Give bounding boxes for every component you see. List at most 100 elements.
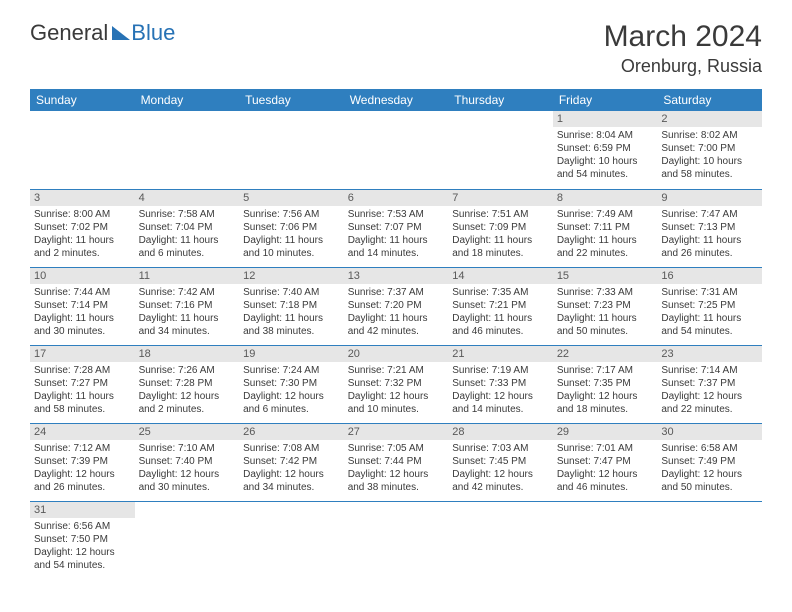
day-number: 22 xyxy=(553,346,658,362)
sunset-text: Sunset: 7:30 PM xyxy=(243,377,340,390)
sunset-text: Sunset: 7:04 PM xyxy=(139,221,236,234)
sunset-text: Sunset: 7:37 PM xyxy=(661,377,758,390)
sunset-text: Sunset: 7:09 PM xyxy=(452,221,549,234)
day-cell xyxy=(135,501,240,579)
sunset-text: Sunset: 7:18 PM xyxy=(243,299,340,312)
daylight-text: Daylight: 12 hours and 46 minutes. xyxy=(557,468,654,494)
day-cell: 9Sunrise: 7:47 AMSunset: 7:13 PMDaylight… xyxy=(657,189,762,267)
daylight-text: Daylight: 11 hours and 46 minutes. xyxy=(452,312,549,338)
col-wednesday: Wednesday xyxy=(344,89,449,111)
daylight-text: Daylight: 12 hours and 34 minutes. xyxy=(243,468,340,494)
day-body: Sunrise: 7:17 AMSunset: 7:35 PMDaylight:… xyxy=(553,362,658,420)
day-cell xyxy=(30,111,135,189)
day-number: 7 xyxy=(448,190,553,206)
sunrise-text: Sunrise: 7:51 AM xyxy=(452,208,549,221)
sunrise-text: Sunrise: 7:53 AM xyxy=(348,208,445,221)
daylight-text: Daylight: 11 hours and 22 minutes. xyxy=(557,234,654,260)
sunset-text: Sunset: 7:14 PM xyxy=(34,299,131,312)
sunrise-text: Sunrise: 6:58 AM xyxy=(661,442,758,455)
day-number xyxy=(239,111,344,115)
day-cell xyxy=(657,501,762,579)
day-body: Sunrise: 6:58 AMSunset: 7:49 PMDaylight:… xyxy=(657,440,762,498)
day-body: Sunrise: 7:47 AMSunset: 7:13 PMDaylight:… xyxy=(657,206,762,264)
day-body: Sunrise: 7:24 AMSunset: 7:30 PMDaylight:… xyxy=(239,362,344,420)
day-cell xyxy=(448,501,553,579)
sunset-text: Sunset: 7:49 PM xyxy=(661,455,758,468)
day-number: 11 xyxy=(135,268,240,284)
day-cell: 4Sunrise: 7:58 AMSunset: 7:04 PMDaylight… xyxy=(135,189,240,267)
day-body: Sunrise: 7:44 AMSunset: 7:14 PMDaylight:… xyxy=(30,284,135,342)
day-cell: 3Sunrise: 8:00 AMSunset: 7:02 PMDaylight… xyxy=(30,189,135,267)
day-body: Sunrise: 7:01 AMSunset: 7:47 PMDaylight:… xyxy=(553,440,658,498)
daylight-text: Daylight: 11 hours and 50 minutes. xyxy=(557,312,654,338)
day-body: Sunrise: 7:42 AMSunset: 7:16 PMDaylight:… xyxy=(135,284,240,342)
sunset-text: Sunset: 7:16 PM xyxy=(139,299,236,312)
day-header-row: Sunday Monday Tuesday Wednesday Thursday… xyxy=(30,89,762,111)
sunrise-text: Sunrise: 8:02 AM xyxy=(661,129,758,142)
day-cell: 5Sunrise: 7:56 AMSunset: 7:06 PMDaylight… xyxy=(239,189,344,267)
sunset-text: Sunset: 7:45 PM xyxy=(452,455,549,468)
day-number: 14 xyxy=(448,268,553,284)
day-body: Sunrise: 7:49 AMSunset: 7:11 PMDaylight:… xyxy=(553,206,658,264)
day-cell: 1Sunrise: 8:04 AMSunset: 6:59 PMDaylight… xyxy=(553,111,658,189)
sunset-text: Sunset: 7:35 PM xyxy=(557,377,654,390)
day-cell xyxy=(239,501,344,579)
day-number: 19 xyxy=(239,346,344,362)
day-body: Sunrise: 7:26 AMSunset: 7:28 PMDaylight:… xyxy=(135,362,240,420)
sunrise-text: Sunrise: 7:05 AM xyxy=(348,442,445,455)
week-row: 17Sunrise: 7:28 AMSunset: 7:27 PMDayligh… xyxy=(30,345,762,423)
day-body: Sunrise: 7:19 AMSunset: 7:33 PMDaylight:… xyxy=(448,362,553,420)
day-number xyxy=(657,502,762,506)
day-body: Sunrise: 8:02 AMSunset: 7:00 PMDaylight:… xyxy=(657,127,762,185)
sunrise-text: Sunrise: 7:21 AM xyxy=(348,364,445,377)
daylight-text: Daylight: 11 hours and 42 minutes. xyxy=(348,312,445,338)
sunrise-text: Sunrise: 7:37 AM xyxy=(348,286,445,299)
daylight-text: Daylight: 11 hours and 30 minutes. xyxy=(34,312,131,338)
sunset-text: Sunset: 6:59 PM xyxy=(557,142,654,155)
daylight-text: Daylight: 12 hours and 14 minutes. xyxy=(452,390,549,416)
daylight-text: Daylight: 12 hours and 18 minutes. xyxy=(557,390,654,416)
day-number: 2 xyxy=(657,111,762,127)
sunrise-text: Sunrise: 7:40 AM xyxy=(243,286,340,299)
day-number xyxy=(448,502,553,506)
day-body: Sunrise: 8:04 AMSunset: 6:59 PMDaylight:… xyxy=(553,127,658,185)
day-cell: 23Sunrise: 7:14 AMSunset: 7:37 PMDayligh… xyxy=(657,345,762,423)
sunrise-text: Sunrise: 7:56 AM xyxy=(243,208,340,221)
day-number: 28 xyxy=(448,424,553,440)
sunset-text: Sunset: 7:28 PM xyxy=(139,377,236,390)
daylight-text: Daylight: 12 hours and 50 minutes. xyxy=(661,468,758,494)
day-cell: 30Sunrise: 6:58 AMSunset: 7:49 PMDayligh… xyxy=(657,423,762,501)
sunset-text: Sunset: 7:20 PM xyxy=(348,299,445,312)
day-number: 18 xyxy=(135,346,240,362)
sunrise-text: Sunrise: 7:42 AM xyxy=(139,286,236,299)
daylight-text: Daylight: 12 hours and 22 minutes. xyxy=(661,390,758,416)
day-body: Sunrise: 7:40 AMSunset: 7:18 PMDaylight:… xyxy=(239,284,344,342)
day-number: 29 xyxy=(553,424,658,440)
logo: General Blue xyxy=(30,20,175,46)
day-body: Sunrise: 7:35 AMSunset: 7:21 PMDaylight:… xyxy=(448,284,553,342)
day-number xyxy=(344,111,449,115)
col-saturday: Saturday xyxy=(657,89,762,111)
sunrise-text: Sunrise: 7:49 AM xyxy=(557,208,654,221)
day-cell: 20Sunrise: 7:21 AMSunset: 7:32 PMDayligh… xyxy=(344,345,449,423)
col-thursday: Thursday xyxy=(448,89,553,111)
day-cell xyxy=(239,111,344,189)
day-cell: 14Sunrise: 7:35 AMSunset: 7:21 PMDayligh… xyxy=(448,267,553,345)
sunset-text: Sunset: 7:47 PM xyxy=(557,455,654,468)
sunset-text: Sunset: 7:44 PM xyxy=(348,455,445,468)
day-cell: 6Sunrise: 7:53 AMSunset: 7:07 PMDaylight… xyxy=(344,189,449,267)
sunrise-text: Sunrise: 7:14 AM xyxy=(661,364,758,377)
day-number: 4 xyxy=(135,190,240,206)
day-body: Sunrise: 7:12 AMSunset: 7:39 PMDaylight:… xyxy=(30,440,135,498)
day-cell: 28Sunrise: 7:03 AMSunset: 7:45 PMDayligh… xyxy=(448,423,553,501)
location: Orenburg, Russia xyxy=(604,56,762,77)
day-body: Sunrise: 8:00 AMSunset: 7:02 PMDaylight:… xyxy=(30,206,135,264)
sunrise-text: Sunrise: 8:00 AM xyxy=(34,208,131,221)
col-monday: Monday xyxy=(135,89,240,111)
sunset-text: Sunset: 7:11 PM xyxy=(557,221,654,234)
day-number: 12 xyxy=(239,268,344,284)
title-block: March 2024 Orenburg, Russia xyxy=(604,20,762,77)
day-cell xyxy=(344,111,449,189)
day-cell: 15Sunrise: 7:33 AMSunset: 7:23 PMDayligh… xyxy=(553,267,658,345)
sunset-text: Sunset: 7:50 PM xyxy=(34,533,131,546)
